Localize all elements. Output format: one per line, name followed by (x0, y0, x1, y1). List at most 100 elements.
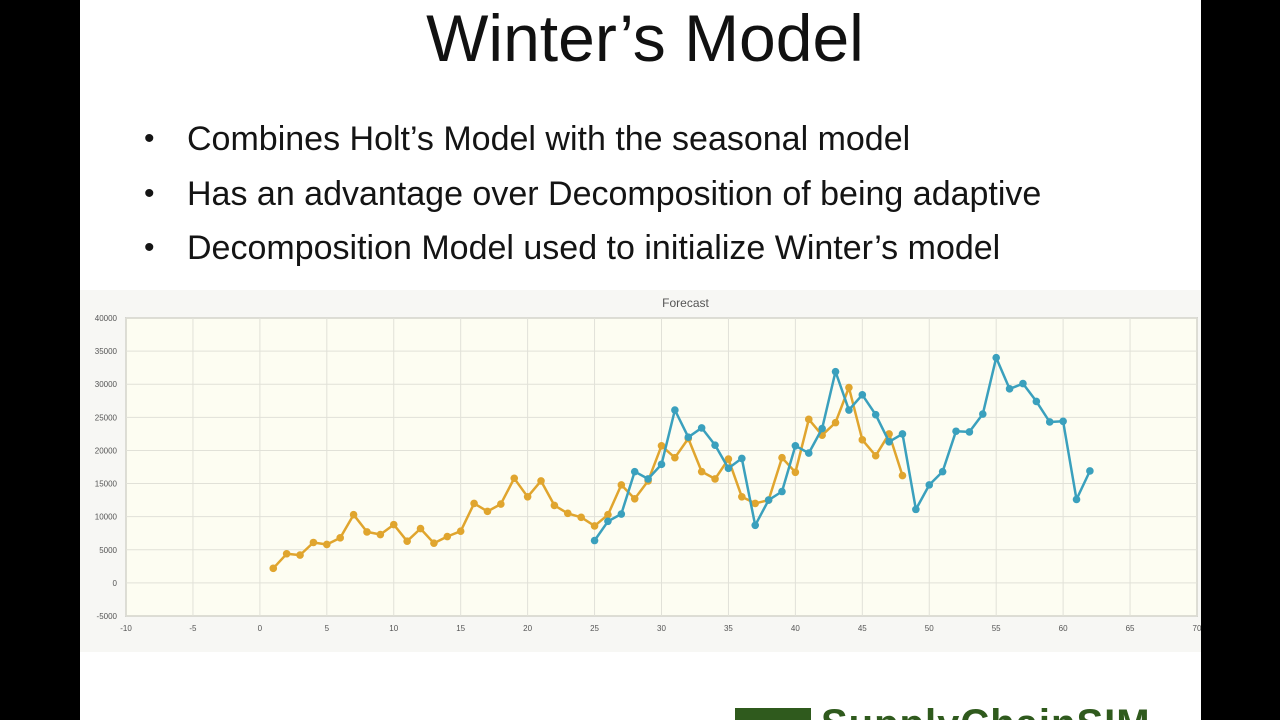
series-point-1 (282, 549, 291, 558)
x-tick-label: 60 (1059, 624, 1068, 633)
series-point-2 (764, 496, 773, 504)
bullet-dot: • (144, 176, 155, 210)
series-point-2 (952, 427, 960, 436)
series-point-1 (724, 455, 733, 463)
series-point-2 (885, 438, 893, 446)
bullet-dot: • (144, 231, 155, 264)
x-tick-label: 10 (389, 624, 398, 633)
series-point-1 (443, 532, 452, 541)
slide: Winter’s Model • Combines Holt’s Model wi… (80, 0, 1201, 720)
series-point-1 (537, 477, 545, 485)
series-point-1 (604, 510, 612, 519)
series-point-1 (456, 527, 465, 536)
series-point-1 (738, 493, 746, 501)
x-tick-label: 70 (1193, 624, 1201, 633)
series-point-2 (818, 424, 826, 433)
slide-title: Winter’s Model (426, 1, 864, 75)
series-point-1 (871, 451, 880, 460)
series-point-1 (697, 467, 706, 476)
company-logo: SupplyChainSIM (735, 700, 1175, 720)
x-tick-label: 0 (258, 624, 263, 633)
series-point-2 (831, 367, 840, 376)
bullet-text: Combines Holt’s Model with the seasonal … (187, 120, 911, 158)
series-point-2 (778, 487, 786, 496)
x-tick-label: 20 (523, 624, 532, 633)
series-point-2 (979, 410, 987, 418)
x-tick-label: 5 (325, 624, 330, 633)
series-point-2 (965, 428, 974, 436)
x-tick-label: 45 (858, 624, 867, 633)
x-tick-label: 50 (925, 624, 934, 633)
x-tick-label: 35 (724, 624, 733, 633)
series-point-1 (416, 524, 425, 533)
series-point-2 (804, 449, 813, 457)
x-tick-label: -10 (120, 624, 132, 633)
series-point-1 (804, 415, 813, 424)
bullet-item: • Decomposition Model used to initialize … (144, 221, 1041, 276)
bullet-list: • Combines Holt’s Model with the seasonal… (144, 112, 1041, 276)
series-point-1 (617, 481, 626, 489)
series-point-1 (845, 383, 853, 392)
y-tick-label: 35000 (95, 347, 118, 356)
series-point-1 (470, 499, 478, 508)
series-point-2 (845, 406, 853, 414)
series-point-1 (296, 551, 304, 559)
series-point-2 (898, 430, 907, 438)
series-point-2 (684, 433, 693, 441)
logo-text: SupplyChainSIM (821, 702, 1151, 720)
series-point-2 (992, 353, 1000, 362)
series-point-1 (778, 453, 786, 462)
series-point-1 (363, 528, 371, 536)
series-point-2 (1032, 397, 1041, 406)
x-tick-label: -5 (189, 624, 197, 633)
series-point-2 (738, 454, 746, 463)
series-point-2 (791, 442, 800, 450)
x-tick-label: 40 (791, 624, 800, 633)
series-point-1 (563, 509, 572, 518)
y-tick-label: 0 (113, 579, 118, 588)
series-point-1 (349, 510, 358, 519)
series-point-2 (938, 467, 947, 476)
series-point-2 (1045, 418, 1054, 426)
y-tick-label: 15000 (95, 480, 118, 489)
bullet-item: • Has an advantage over Decomposition of … (144, 167, 1041, 222)
series-point-2 (590, 536, 599, 545)
series-point-2 (858, 391, 867, 399)
series-point-2 (630, 467, 639, 476)
y-tick-label: 30000 (95, 380, 118, 389)
series-point-1 (831, 418, 840, 427)
forecast-chart-svg: -5000 0 5000 10000 15000 20000 25000 30000 35000… (95, 296, 1201, 633)
y-tick-label: -5000 (97, 612, 118, 621)
series-point-1 (323, 540, 331, 549)
series-point-2 (912, 505, 920, 514)
bullet-text: Decomposition Model used to initialize W… (187, 229, 1001, 267)
bullet-dot: • (144, 122, 155, 155)
x-tick-label: 65 (1126, 624, 1135, 633)
x-tick-label: 25 (590, 624, 599, 633)
series-point-2 (1086, 467, 1094, 475)
series-point-1 (657, 442, 666, 450)
y-tick-label: 10000 (95, 513, 118, 522)
series-point-1 (336, 534, 345, 542)
series-point-1 (309, 538, 318, 547)
series-point-1 (269, 564, 278, 573)
series-point-2 (617, 510, 626, 518)
series-point-2 (724, 464, 733, 473)
series-point-1 (858, 436, 867, 444)
series-point-1 (751, 499, 760, 508)
series-point-1 (497, 500, 505, 508)
series-point-2 (1059, 417, 1067, 426)
series-point-1 (590, 522, 599, 530)
series-point-1 (523, 493, 532, 501)
y-tick-label: 40000 (95, 314, 118, 323)
series-point-1 (711, 475, 719, 483)
series-point-2 (644, 475, 652, 483)
y-tick-label: 25000 (95, 413, 118, 422)
series-point-1 (550, 501, 559, 510)
y-tick-label: 20000 (95, 446, 118, 455)
series-point-1 (577, 513, 585, 522)
series-point-2 (1019, 379, 1027, 388)
series-point-1 (389, 520, 398, 529)
x-tick-label: 55 (992, 624, 1001, 633)
series-point-1 (403, 537, 411, 545)
